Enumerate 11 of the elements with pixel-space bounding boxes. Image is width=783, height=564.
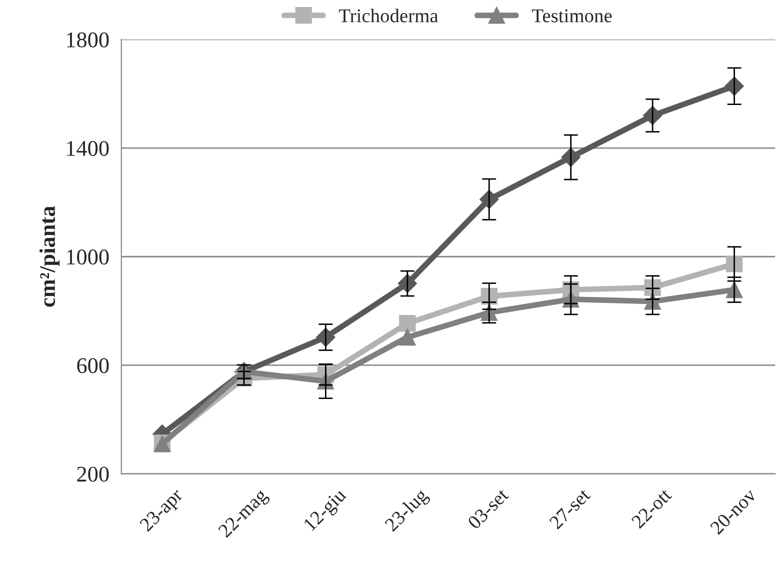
point bbox=[399, 315, 416, 332]
y-tick-label: 200 bbox=[77, 466, 109, 482]
point bbox=[726, 256, 743, 272]
y-tick-label: 1800 bbox=[67, 32, 109, 48]
y-tick-label: 600 bbox=[77, 358, 109, 374]
y-axis-title: cm²/pianta bbox=[39, 206, 60, 307]
legend-label: Trichoderma bbox=[338, 8, 438, 22]
legend-label: Testimone bbox=[532, 9, 612, 22]
y-tick-label: 1400 bbox=[67, 140, 109, 156]
point bbox=[399, 328, 416, 346]
y-tick-label: 1000 bbox=[67, 250, 109, 265]
